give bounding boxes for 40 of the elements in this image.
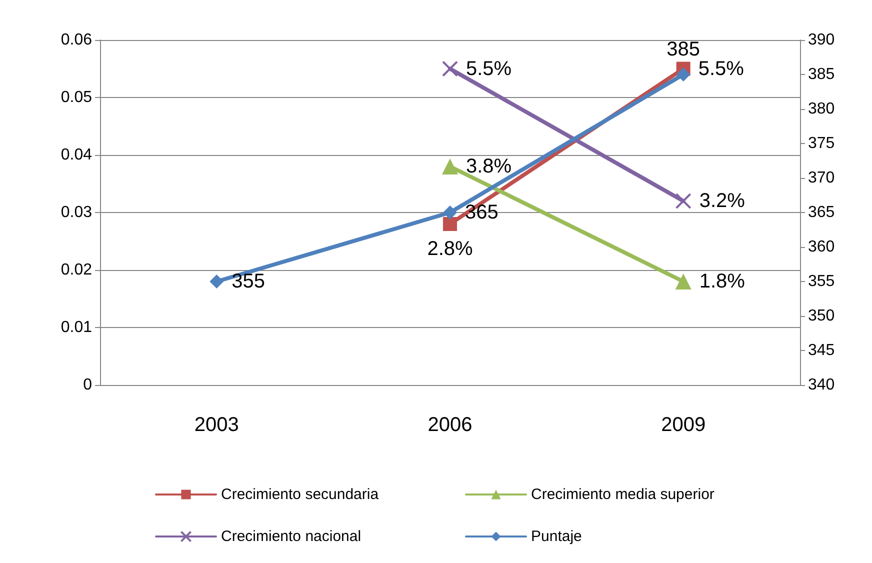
- x-tick-label: 2003: [194, 414, 239, 436]
- y2-tick-label: 345: [808, 342, 835, 359]
- y2-tick-label: 365: [808, 204, 835, 221]
- x-tick-label: 2009: [661, 414, 706, 436]
- data-label: 1.8%: [699, 270, 746, 292]
- y2-tick-label: 375: [808, 135, 835, 152]
- y-tick-label: 0: [83, 376, 92, 394]
- y-tick-label: 0.04: [60, 146, 92, 164]
- point: [676, 68, 690, 82]
- data-label: 385: [666, 38, 700, 60]
- legend-label: Crecimiento secundaria: [221, 486, 380, 503]
- data-label: 5.5%: [698, 58, 744, 80]
- y2-tick-label: 340: [808, 376, 835, 394]
- data-label: 3.8%: [466, 156, 512, 178]
- y-tick-label: 0.01: [60, 319, 92, 336]
- y2-tick-label: 380: [808, 100, 835, 118]
- point: [675, 193, 692, 209]
- y2-tick-label: 350: [808, 308, 835, 324]
- data-label: 5.5%: [466, 58, 512, 80]
- y-tick-label: 0.02: [60, 262, 92, 278]
- y-tick-label: 0.06: [60, 32, 92, 48]
- y2-tick-label: 370: [808, 170, 835, 186]
- data-label: 3.2%: [699, 190, 746, 212]
- point: [443, 206, 457, 220]
- y-tick-label: 0.03: [60, 204, 92, 221]
- y-tick-label: 0.05: [60, 89, 92, 106]
- legend-label: Crecimiento nacional: [221, 528, 362, 545]
- point: [210, 274, 224, 288]
- legend-label: Puntaje: [531, 528, 582, 545]
- legend-label: Crecimiento media superior: [531, 486, 714, 503]
- data-label: 365: [465, 202, 498, 224]
- y2-tick-label: 390: [808, 32, 835, 48]
- y2-tick-label: 355: [808, 273, 835, 290]
- point: [443, 217, 457, 231]
- y2-tick-label: 385: [808, 66, 835, 83]
- point: [442, 60, 458, 77]
- y2-tick-label: 360: [808, 238, 835, 256]
- data-label: 2.8%: [427, 238, 474, 260]
- x-tick-label: 2006: [428, 414, 472, 436]
- data-label: 355: [232, 270, 266, 292]
